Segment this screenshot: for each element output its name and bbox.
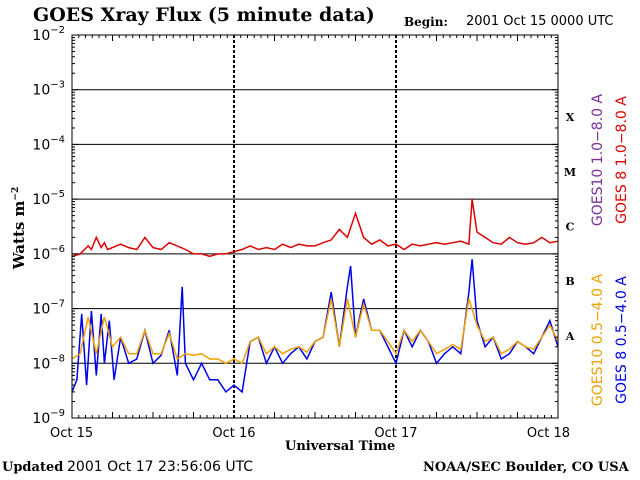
legend-label: GOES 8 0.5−4.0 A — [614, 276, 630, 404]
flare-class-label: A — [565, 330, 575, 343]
x-tick-label: Oct 18 — [527, 426, 570, 441]
legend: GOES10 1.0−8.0 A GOES 8 1.0−8.0 A GOES10 0… — [590, 94, 630, 407]
y-tick-exp: −8 — [50, 353, 65, 364]
series-line — [71, 259, 559, 394]
y-axis-title: Watts m−2 — [10, 187, 28, 270]
flare-class-labels: X M C B A — [564, 111, 576, 343]
legend-entry: GOES 8 0.5−4.0 A — [614, 276, 630, 404]
y-tick-label: 10−2 — [32, 25, 65, 44]
y-tick-label: 10−9 — [32, 408, 65, 427]
y-tick-label: 10−8 — [32, 353, 65, 372]
flare-class-label: X — [566, 111, 575, 124]
grid-lines — [72, 35, 558, 418]
y-axis-title-text: Watts m — [10, 200, 28, 270]
legend-entry: GOES10 1.0−8.0 A — [590, 94, 606, 227]
legend-entry: GOES10 0.5−4.0 A — [590, 274, 606, 407]
x-axis: Oct 15 Oct 16 Oct 17 Oct 18 — [50, 35, 570, 441]
y-tick-base: 10 — [32, 28, 50, 44]
y-tick-base: 10 — [32, 302, 50, 318]
updated-label: Updated — [2, 460, 64, 475]
legend-entry: GOES 8 1.0−8.0 A — [614, 96, 630, 224]
legend-label: GOES10 0.5−4.0 A — [590, 274, 606, 407]
y-tick-label: 10−7 — [32, 299, 65, 318]
y-tick-label: 10−3 — [32, 80, 65, 99]
y-tick-exp: −3 — [50, 80, 65, 91]
x-tick-label: Oct 17 — [374, 426, 417, 441]
y-tick-exp: −9 — [50, 408, 65, 419]
y-tick-exp: −4 — [50, 134, 65, 145]
y-tick-exp: −7 — [50, 299, 65, 310]
series-line — [71, 198, 559, 258]
begin-value: 2001 Oct 15 0000 UTC — [466, 14, 614, 29]
y-tick-base: 10 — [32, 83, 50, 99]
legend-label: GOES10 1.0−8.0 A — [590, 94, 606, 227]
flare-class-label: B — [565, 275, 574, 288]
x-tick-label: Oct 16 — [212, 426, 255, 441]
y-tick-label: 10−5 — [32, 189, 65, 208]
y-tick-label: 10−6 — [32, 244, 65, 263]
y-tick-exp: −6 — [50, 244, 65, 255]
series-line — [71, 298, 559, 365]
y-tick-exp: −2 — [50, 25, 65, 36]
y-axis-title-exp: −2 — [11, 187, 21, 201]
y-tick-label: 10−4 — [32, 134, 65, 153]
x-tick-label: Oct 15 — [50, 426, 93, 441]
legend-label: GOES 8 1.0−8.0 A — [614, 96, 630, 224]
y-tick-base: 10 — [32, 137, 50, 153]
y-tick-base: 10 — [32, 411, 50, 427]
series-lines — [71, 198, 559, 394]
plot-frame — [71, 34, 559, 419]
y-tick-base: 10 — [32, 247, 50, 263]
y-tick-base: 10 — [32, 356, 50, 372]
y-tick-base: 10 — [32, 192, 50, 208]
y-axis: 10−210−310−410−510−610−710−810−9 — [32, 25, 558, 427]
chart-title: GOES Xray Flux (5 minute data) — [33, 4, 375, 26]
credit-text: NOAA/SEC Boulder, CO USA — [423, 460, 629, 475]
x-axis-title: Universal Time — [285, 439, 396, 454]
flare-class-label: M — [564, 166, 576, 179]
flare-class-label: C — [566, 221, 575, 234]
y-tick-exp: −5 — [50, 189, 65, 200]
updated-value: 2001 Oct 17 23:56:06 UTC — [67, 459, 254, 475]
begin-label: Begin: — [404, 15, 448, 29]
svg-text:Watts m−2: Watts m−2 — [10, 187, 28, 270]
